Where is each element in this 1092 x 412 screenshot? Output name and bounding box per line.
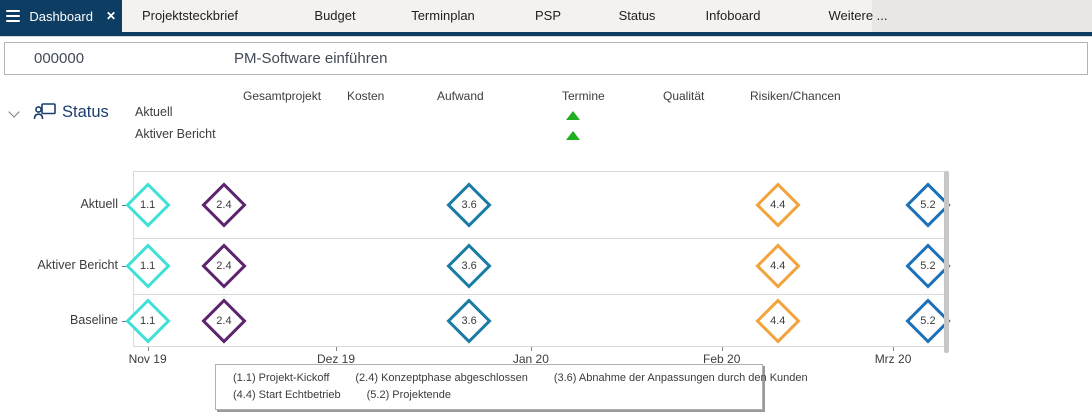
milestone-label: 2.4 bbox=[216, 260, 232, 272]
chart-gridline bbox=[133, 294, 945, 295]
milestone-label: 3.6 bbox=[461, 315, 477, 327]
milestone-label: 4.4 bbox=[770, 315, 786, 327]
status-row-aktuell: Aktuell bbox=[135, 105, 173, 119]
legend-line: (1.1) Projekt-Kickoff (2.4) Konzeptphase … bbox=[233, 370, 808, 387]
tab-budget[interactable]: Budget bbox=[314, 8, 356, 23]
chart-row-label: Aktuell bbox=[80, 197, 118, 211]
chart-axis-label: Jan 20 bbox=[512, 352, 549, 366]
chart-plot-area bbox=[133, 171, 945, 347]
tab-bar-divider bbox=[0, 36, 1092, 37]
tab-projektsteckbrief[interactable]: Projektsteckbrief bbox=[141, 8, 239, 23]
chart-axis-tick bbox=[147, 347, 149, 351]
legend-item: (1.1) Projekt-Kickoff bbox=[233, 372, 330, 384]
milestone-label: 5.2 bbox=[920, 260, 936, 272]
trend-up-icon bbox=[566, 131, 580, 140]
chart-axis-label: Dez 19 bbox=[316, 352, 356, 366]
tab-bar-empty-area bbox=[872, 0, 1092, 32]
milestone-label: 1.1 bbox=[139, 199, 156, 211]
tab-status[interactable]: Status bbox=[618, 8, 656, 23]
chart-axis-tick bbox=[721, 347, 723, 351]
project-code: 000000 bbox=[34, 50, 85, 67]
chart-row-label: Aktiver Bericht bbox=[37, 258, 118, 272]
milestone-label: 1.1 bbox=[139, 315, 156, 327]
legend-item: (5.2) Projektende bbox=[366, 389, 451, 401]
milestone-label: 2.4 bbox=[216, 199, 232, 211]
chart-axis-tick bbox=[893, 347, 895, 351]
chart-scrollbar[interactable] bbox=[944, 171, 949, 353]
chart-row-label: Baseline bbox=[70, 313, 118, 327]
chart-axis-label: Mrz 20 bbox=[874, 352, 912, 366]
status-column-risiken-chancen: Risiken/Chancen bbox=[750, 89, 841, 103]
tab-bar: Dashboard ✕ Projektsteckbrief Budget Ter… bbox=[0, 0, 1092, 32]
milestone-label: 5.2 bbox=[920, 315, 936, 327]
chart-axis-label: Feb 20 bbox=[703, 352, 741, 366]
legend-line: (4.4) Start Echtbetrieb (5.2) Projektende bbox=[233, 387, 752, 404]
chart-axis-tick bbox=[336, 347, 337, 351]
milestone-label: 2.4 bbox=[216, 315, 232, 327]
milestone-label: 4.4 bbox=[770, 199, 786, 211]
status-column-aufwand: Aufwand bbox=[437, 89, 484, 103]
status-row-aktiver-bericht: Aktiver Bericht bbox=[135, 127, 216, 141]
legend-item: (3.6) Abnahme der Anpassungen durch den … bbox=[553, 372, 808, 384]
tab-weitere[interactable]: Weitere ... bbox=[828, 8, 888, 23]
tab-bar-accent-border bbox=[0, 32, 1092, 36]
legend-item: (4.4) Start Echtbetrieb bbox=[233, 389, 341, 401]
milestone-label: 4.4 bbox=[770, 260, 786, 272]
tab-infoboard[interactable]: Infoboard bbox=[705, 8, 761, 23]
chart-axis-tick bbox=[530, 347, 532, 351]
milestone-label: 1.1 bbox=[139, 260, 156, 272]
status-column-termine: Termine bbox=[562, 89, 605, 103]
hamburger-menu-icon[interactable] bbox=[6, 10, 21, 22]
chart-axis-label: Nov 19 bbox=[128, 352, 167, 366]
milestone-label: 3.6 bbox=[461, 260, 477, 272]
tab-dashboard-label: Dashboard bbox=[29, 8, 93, 24]
project-title: PM-Software einführen bbox=[234, 50, 388, 67]
status-column-gesamtprojekt: Gesamtprojekt bbox=[243, 89, 322, 103]
milestone-label: 5.2 bbox=[920, 199, 936, 211]
tab-dashboard[interactable]: Dashboard ✕ bbox=[0, 0, 122, 32]
close-icon[interactable]: ✕ bbox=[105, 9, 116, 23]
status-section-title: Status bbox=[62, 103, 109, 121]
legend-item: (2.4) Konzeptphase abgeschlossen bbox=[355, 372, 528, 384]
tab-psp[interactable]: PSP bbox=[534, 8, 562, 23]
tab-terminplan[interactable]: Terminplan bbox=[411, 8, 475, 23]
project-header: 000000 PM-Software einführen bbox=[4, 42, 1088, 75]
status-column-qualitaet: Qualität bbox=[663, 89, 705, 103]
chart-legend: (1.1) Projekt-Kickoff (2.4) Konzeptphase … bbox=[215, 364, 808, 410]
status-report-icon bbox=[33, 103, 56, 120]
trend-up-icon bbox=[566, 111, 580, 120]
status-column-kosten: Kosten bbox=[347, 89, 385, 103]
chart-gridline bbox=[133, 238, 945, 239]
milestone-label: 3.6 bbox=[461, 199, 477, 211]
